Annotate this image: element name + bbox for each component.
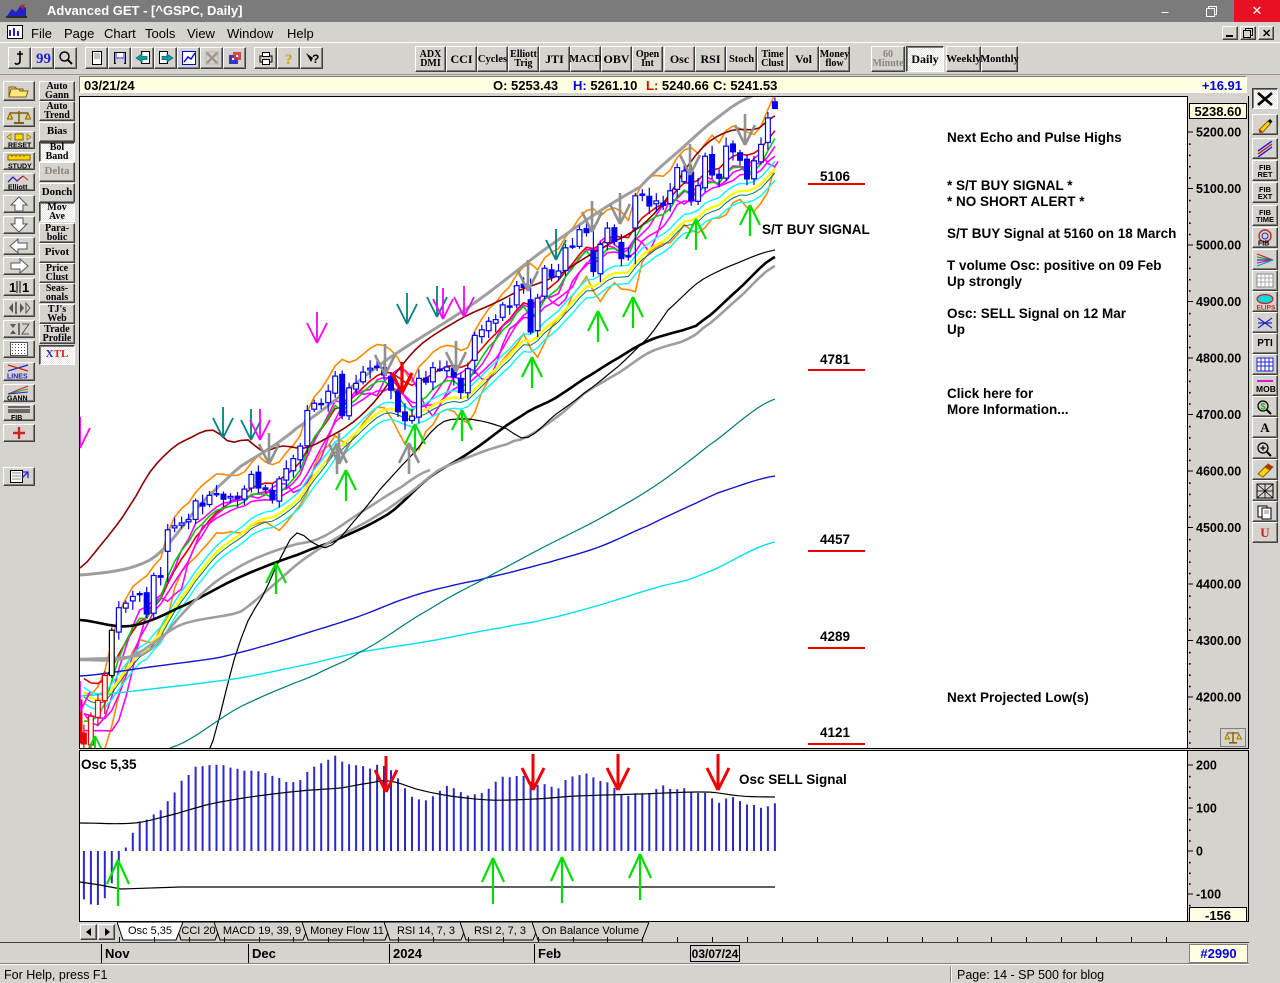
svg-text:Osc: SELL Signal on 12 Mar: Osc: SELL Signal on 12 Mar (947, 306, 1127, 321)
svg-text:4700.00: 4700.00 (1196, 408, 1241, 422)
svg-text:STUDY: STUDY (8, 163, 32, 170)
svg-text:4400.00: 4400.00 (1196, 578, 1241, 592)
svg-text:?: ? (285, 52, 293, 66)
svg-text:Next Projected Low(s): Next Projected Low(s) (947, 690, 1089, 705)
svg-text:4200.00: 4200.00 (1196, 691, 1241, 705)
svg-text:4457: 4457 (820, 532, 850, 547)
svg-text:More Information...: More Information... (947, 402, 1069, 417)
svg-text:T volume Osc: positive on 09 F: T volume Osc: positive on 09 Feb (947, 258, 1162, 273)
svg-text:200: 200 (1196, 759, 1217, 773)
svg-text:Osc SELL Signal: Osc SELL Signal (739, 772, 847, 787)
svg-text:4781: 4781 (820, 352, 851, 367)
svg-text:-156: -156 (1205, 908, 1231, 921)
svg-text:Next Echo and Pulse Highs: Next Echo and Pulse Highs (947, 130, 1122, 145)
svg-text:MOB: MOB (1256, 384, 1276, 394)
svg-text:* NO SHORT ALERT *: * NO SHORT ALERT * (947, 194, 1085, 209)
svg-text:4121: 4121 (820, 725, 851, 740)
svg-text:4900.00: 4900.00 (1196, 295, 1241, 309)
svg-text:4300.00: 4300.00 (1196, 634, 1241, 648)
svg-text:* S/T BUY SIGNAL *: * S/T BUY SIGNAL * (947, 178, 1073, 193)
svg-text:4600.00: 4600.00 (1196, 465, 1241, 479)
svg-text:5106: 5106 (820, 169, 851, 184)
svg-text:4800.00: 4800.00 (1196, 352, 1241, 366)
svg-text:1: 1 (9, 280, 16, 295)
svg-text:5200.00: 5200.00 (1196, 126, 1241, 140)
svg-text:4500.00: 4500.00 (1196, 521, 1241, 535)
svg-text:1: 1 (22, 280, 29, 295)
svg-text:GANN: GANN (7, 395, 28, 402)
svg-text:100: 100 (1196, 802, 1217, 816)
svg-text:LINES: LINES (7, 374, 28, 381)
svg-text:FIB: FIB (11, 415, 22, 421)
svg-text:S/T BUY SIGNAL: S/T BUY SIGNAL (762, 222, 870, 237)
svg-text:Up: Up (947, 322, 965, 337)
svg-text:ELIPS: ELIPS (1257, 305, 1276, 311)
svg-text:Up strongly: Up strongly (947, 274, 1022, 289)
svg-text:5000.00: 5000.00 (1196, 239, 1241, 253)
svg-text:RESET: RESET (8, 142, 32, 149)
svg-text:4289: 4289 (820, 629, 850, 644)
svg-text:S/T BUY Signal at 5160 on 18 M: S/T BUY Signal at 5160 on 18 March (947, 226, 1176, 241)
svg-text:Click here for: Click here for (947, 386, 1034, 401)
svg-text:Elliott: Elliott (8, 184, 28, 191)
svg-text:$: $ (1261, 401, 1266, 411)
svg-text:Osc 5,35: Osc 5,35 (81, 757, 137, 772)
svg-text:FIB: FIB (1258, 241, 1269, 247)
svg-text:?: ? (312, 52, 319, 66)
svg-text:0: 0 (1196, 845, 1203, 859)
svg-text:5238.60: 5238.60 (1195, 104, 1242, 119)
svg-text:99: 99 (36, 51, 51, 66)
svg-text:5100.00: 5100.00 (1196, 182, 1241, 196)
svg-text:-100: -100 (1196, 888, 1221, 902)
